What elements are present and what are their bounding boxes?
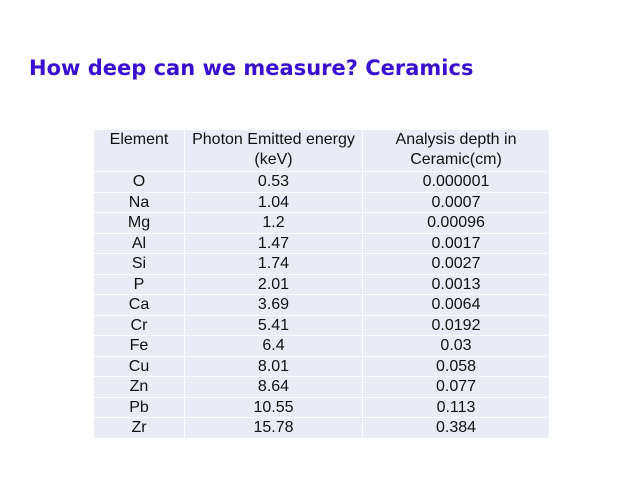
cell-element: Na [93, 191, 185, 213]
cell-energy: 6.4 [184, 335, 363, 357]
cell-element: Mg [93, 212, 185, 234]
cell-element: P [93, 273, 185, 295]
table-row: Na 1.04 0.0007 [93, 191, 550, 213]
cell-depth: 0.113 [362, 396, 550, 418]
cell-depth: 0.000001 [362, 171, 550, 193]
cell-energy: 10.55 [184, 396, 363, 418]
cell-depth: 0.03 [362, 335, 550, 357]
table-row: Zr 15.78 0.384 [93, 417, 550, 439]
cell-depth: 0.0192 [362, 314, 550, 336]
table-row: P 2.01 0.0013 [93, 273, 550, 295]
cell-element: Pb [93, 396, 185, 418]
table-row: Si 1.74 0.0027 [93, 253, 550, 275]
header-depth: Analysis depth in Ceramic(cm) [362, 129, 550, 172]
cell-depth: 0.0013 [362, 273, 550, 295]
cell-energy: 1.47 [184, 232, 363, 254]
cell-depth: 0.0007 [362, 191, 550, 213]
table-row: Ca 3.69 0.0064 [93, 294, 550, 316]
table-row: Mg 1.2 0.00096 [93, 212, 550, 234]
cell-depth: 0.384 [362, 417, 550, 439]
cell-element: O [93, 171, 185, 193]
cell-energy: 8.64 [184, 376, 363, 398]
cell-element: Zr [93, 417, 185, 439]
cell-element: Al [93, 232, 185, 254]
cell-element: Fe [93, 335, 185, 357]
cell-energy: 3.69 [184, 294, 363, 316]
cell-depth: 0.077 [362, 376, 550, 398]
slide-title: How deep can we measure? Ceramics [29, 56, 474, 80]
table-row: Pb 10.55 0.113 [93, 396, 550, 418]
table-header-row: Element Photon Emitted energy (keV) Anal… [93, 129, 550, 172]
cell-energy: 1.2 [184, 212, 363, 234]
cell-energy: 8.01 [184, 355, 363, 377]
cell-depth: 0.00096 [362, 212, 550, 234]
table-row: Cr 5.41 0.0192 [93, 314, 550, 336]
cell-depth: 0.0064 [362, 294, 550, 316]
cell-element: Zn [93, 376, 185, 398]
cell-energy: 15.78 [184, 417, 363, 439]
table-row: Fe 6.4 0.03 [93, 335, 550, 357]
depth-table: Element Photon Emitted energy (keV) Anal… [93, 129, 550, 439]
cell-energy: 0.53 [184, 171, 363, 193]
cell-depth: 0.0027 [362, 253, 550, 275]
cell-element: Ca [93, 294, 185, 316]
cell-element: Si [93, 253, 185, 275]
cell-energy: 2.01 [184, 273, 363, 295]
cell-energy: 1.04 [184, 191, 363, 213]
header-energy: Photon Emitted energy (keV) [184, 129, 363, 172]
table-row: Zn 8.64 0.077 [93, 376, 550, 398]
cell-depth: 0.0017 [362, 232, 550, 254]
cell-element: Cu [93, 355, 185, 377]
cell-energy: 1.74 [184, 253, 363, 275]
table-row: Al 1.47 0.0017 [93, 232, 550, 254]
table-row: Cu 8.01 0.058 [93, 355, 550, 377]
header-element: Element [93, 129, 185, 172]
cell-energy: 5.41 [184, 314, 363, 336]
cell-depth: 0.058 [362, 355, 550, 377]
cell-element: Cr [93, 314, 185, 336]
table-row: O 0.53 0.000001 [93, 171, 550, 193]
